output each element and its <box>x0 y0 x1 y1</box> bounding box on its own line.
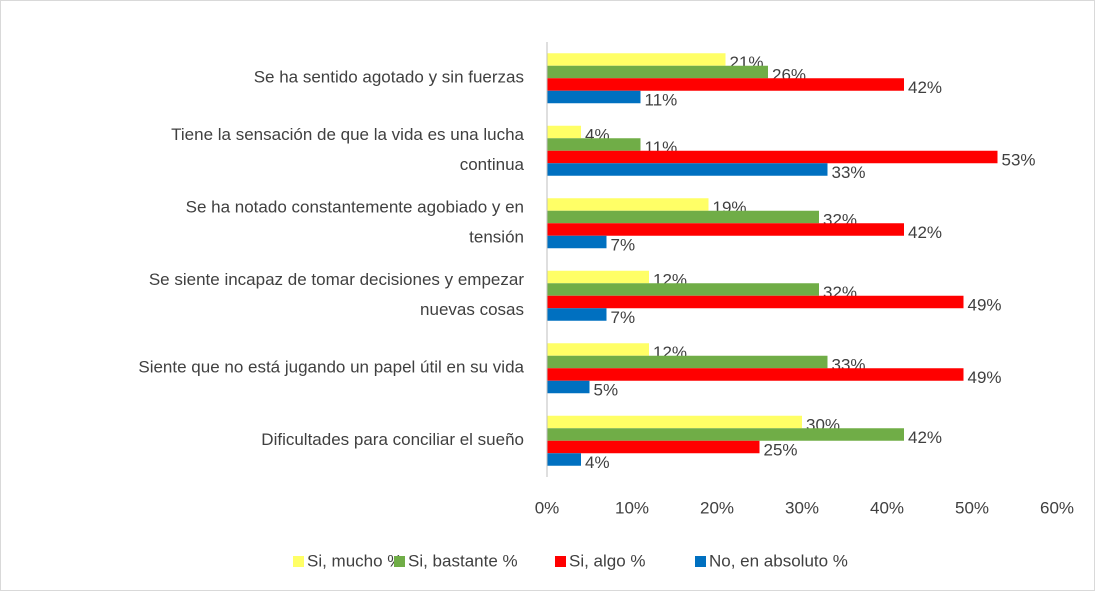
bar <box>547 125 581 139</box>
data-label: 25% <box>764 440 798 459</box>
data-label: 42% <box>908 78 942 97</box>
y-tick-label: Se ha notado constantemente agobiado y e… <box>186 198 524 217</box>
bar <box>547 343 649 356</box>
data-label: 42% <box>908 428 942 447</box>
x-tick-label: 60% <box>1040 498 1074 517</box>
legend-swatch <box>293 556 304 567</box>
bar <box>547 65 768 79</box>
y-tick-label: Se ha sentido agotado y sin fuerzas <box>254 68 524 87</box>
y-tick-label: Dificultades para conciliar el sueño <box>261 430 524 449</box>
legend-label: Si, algo % <box>569 551 646 570</box>
x-tick-label: 40% <box>870 498 904 517</box>
bar <box>547 53 726 66</box>
x-tick-label: 50% <box>955 498 989 517</box>
data-label: 53% <box>1002 150 1036 169</box>
bar <box>547 78 904 91</box>
legend-swatch <box>394 556 405 567</box>
x-tick-label: 0% <box>535 498 560 517</box>
y-tick-label: nuevas cosas <box>420 300 524 319</box>
bar <box>547 283 819 296</box>
bar <box>547 198 709 211</box>
y-tick-label: Siente que no está jugando un papel útil… <box>138 358 524 377</box>
bar <box>547 210 819 224</box>
bar <box>547 163 828 176</box>
x-tick-label: 30% <box>785 498 819 517</box>
x-tick-label: 20% <box>700 498 734 517</box>
legend-label: Si, bastante % <box>408 551 518 570</box>
bar <box>547 368 964 381</box>
bar <box>547 235 607 249</box>
bar <box>547 308 607 321</box>
legend-label: No, en absoluto % <box>709 551 848 570</box>
data-label: 11% <box>645 90 678 109</box>
bar <box>547 223 904 236</box>
bar <box>547 355 828 369</box>
y-tick-label: tensión <box>469 228 524 247</box>
data-label: 42% <box>908 223 942 242</box>
bar <box>547 90 641 104</box>
bar <box>547 138 641 151</box>
data-label: 7% <box>611 235 636 254</box>
legend-swatch <box>695 556 706 567</box>
legend-swatch <box>555 556 566 567</box>
bar <box>547 415 802 429</box>
data-label: 5% <box>594 380 619 399</box>
bar <box>547 428 904 441</box>
data-label: 4% <box>585 453 610 472</box>
bar <box>547 150 998 164</box>
bar <box>547 270 649 284</box>
data-label: 33% <box>832 163 866 182</box>
legend-label: Si, mucho % <box>307 551 402 570</box>
bar <box>547 380 590 394</box>
data-label: 7% <box>611 308 636 327</box>
data-label: 49% <box>968 368 1002 387</box>
bar <box>547 295 964 309</box>
y-tick-label: continua <box>460 155 525 174</box>
y-tick-label: Se siente incapaz de tomar decisiones y … <box>149 270 524 289</box>
data-label: 49% <box>968 295 1002 314</box>
x-tick-label: 10% <box>615 498 649 517</box>
bar <box>547 440 760 454</box>
bar <box>547 453 581 466</box>
y-tick-label: Tiene la sensación de que la vida es una… <box>171 125 524 144</box>
